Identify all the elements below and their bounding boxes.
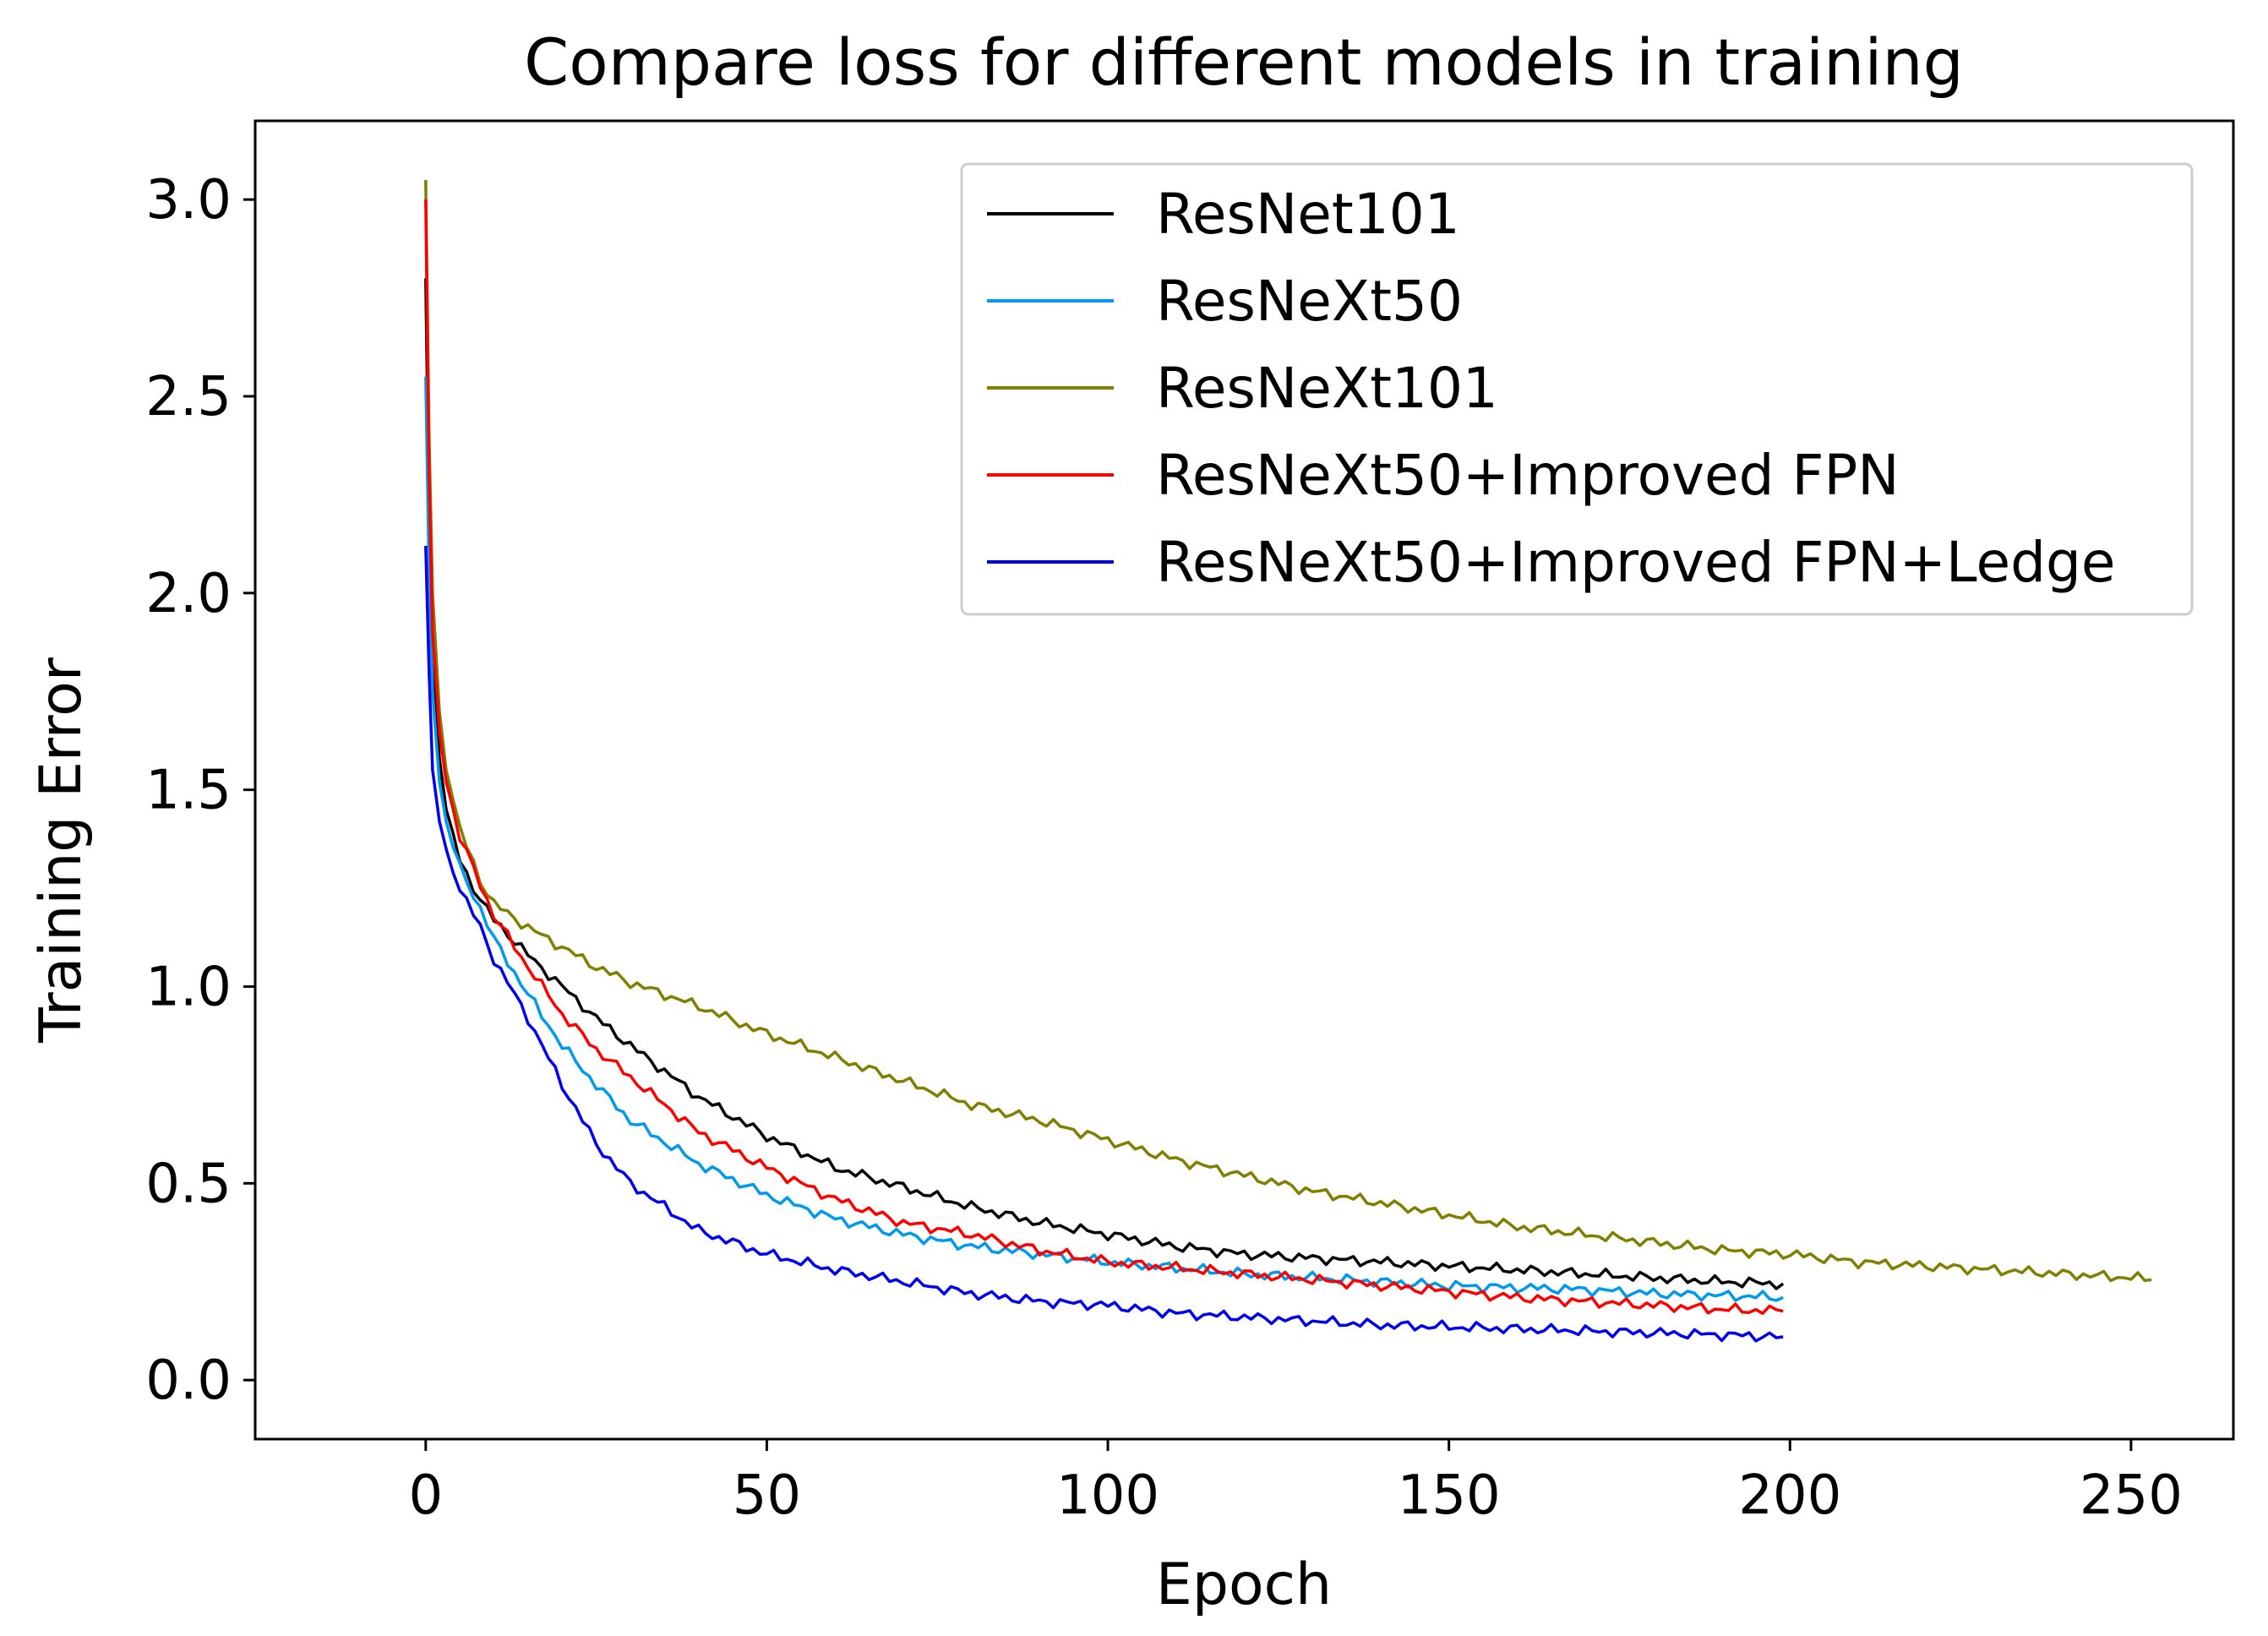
y-tick-label: 2.0 xyxy=(145,563,232,625)
x-tick-label: 0 xyxy=(408,1464,443,1527)
x-tick-label: 50 xyxy=(733,1464,801,1527)
legend-label: ResNeXt50+Improved FPN xyxy=(1156,443,1900,508)
x-tick-label: 250 xyxy=(2080,1464,2183,1527)
x-tick-label: 100 xyxy=(1056,1464,1159,1527)
x-axis-label: Epoch xyxy=(1156,1551,1332,1618)
ticks-layer: 0 50 100 150 200 250 0.0 0.5 1.0 1.5 2.0 2.5 3.0 xyxy=(145,169,2183,1527)
legend-box xyxy=(960,162,2194,616)
x-tick-label: 200 xyxy=(1738,1464,1841,1527)
series-layer xyxy=(424,179,2152,1343)
y-axis-label: Training Error xyxy=(28,657,95,1044)
legend-label: ResNet101 xyxy=(1156,182,1460,247)
y-tick-label: 2.5 xyxy=(145,366,232,428)
series-line-5 xyxy=(424,545,1784,1343)
y-tick-label: 3.0 xyxy=(145,169,232,232)
legend-label: ResNeXt101 xyxy=(1156,356,1498,421)
legend: ResNet101 ResNeXt50 ResNeXt101 ResNeXt50+Im… xyxy=(960,162,2194,616)
x-tick-label: 150 xyxy=(1398,1464,1501,1527)
legend-label: ResNeXt50+Improved FPN+Ledge xyxy=(1156,530,2116,595)
y-tick-label: 1.0 xyxy=(145,956,232,1018)
legend-label: ResNeXt50 xyxy=(1156,269,1463,334)
y-tick-label: 1.5 xyxy=(145,760,232,822)
y-tick-label: 0.5 xyxy=(145,1153,232,1215)
y-tick-label: 0.0 xyxy=(145,1350,232,1412)
plot-frame xyxy=(254,119,2235,1441)
series-line-1 xyxy=(424,278,1785,1290)
series-line-4 xyxy=(424,199,1784,1316)
series-line-3 xyxy=(424,179,2152,1283)
series-line-2 xyxy=(424,376,1784,1302)
chart-title: Compare loss for different models in tra… xyxy=(524,25,1964,100)
